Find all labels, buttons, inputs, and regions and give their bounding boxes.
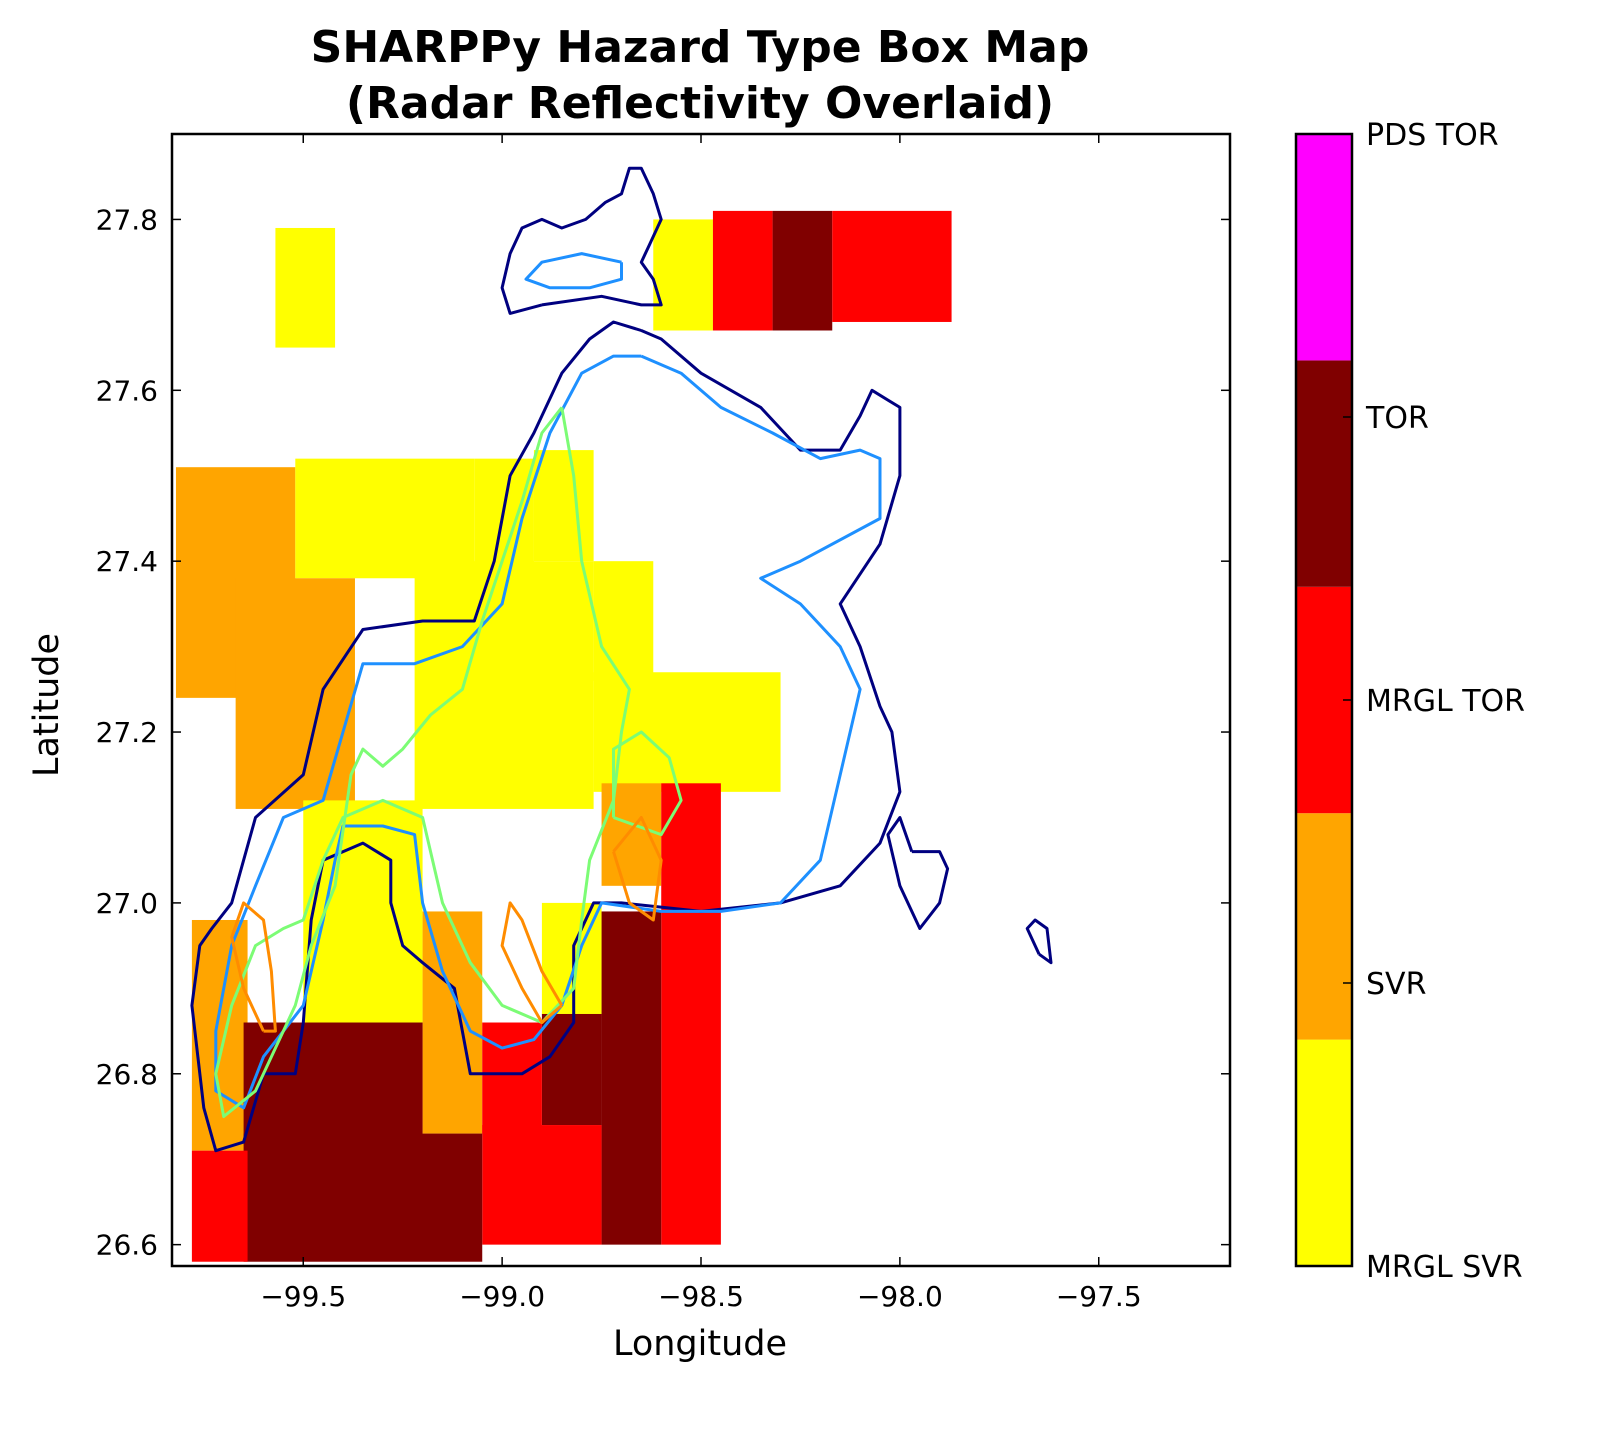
hazard-box-22 <box>653 219 713 331</box>
x-axis-ticks: −99.5 −99.0 −98.5 −98.0 −97.5 <box>260 134 1142 1313</box>
hazard-box-15 <box>601 911 662 1245</box>
colorbar: MRGL SVR SVR MRGL TOR TOR PDS TOR <box>1294 118 1525 1285</box>
x-tick-label: −98.5 <box>658 1280 744 1313</box>
hazard-box-4 <box>533 450 594 562</box>
colorbar-segment-4 <box>1296 134 1352 361</box>
colorbar-label: TOR <box>1365 401 1429 436</box>
hazard-box-0 <box>275 227 336 348</box>
reflectivity-contour-4 <box>214 354 882 1110</box>
reflectivity-contour-0 <box>500 166 663 315</box>
chart-title-line1: SHARPPy Hazard Type Box Map <box>311 22 1090 73</box>
y-tick-label: 27.8 <box>96 203 158 236</box>
x-axis-label: Longitude <box>613 1324 787 1364</box>
y-tick-label: 27.0 <box>96 887 158 920</box>
y-axis-label: Latitude <box>27 633 67 777</box>
reflectivity-contour-10 <box>612 816 663 922</box>
hazard-box-21 <box>191 1150 248 1262</box>
hazard-box-25 <box>832 210 952 322</box>
hazard-box-6 <box>414 561 594 809</box>
reflectivity-contour-5 <box>524 252 623 290</box>
chart-title-line2: (Radar Reflectivity Overlaid) <box>346 78 1054 129</box>
colorbar-segment-0 <box>1296 1039 1352 1266</box>
hazard-box-10 <box>191 919 248 1151</box>
reflectivity-contour-6 <box>214 406 631 1118</box>
y-tick-label: 27.2 <box>96 716 158 749</box>
hazard-box-3 <box>474 458 534 579</box>
colorbar-label: SVR <box>1366 967 1426 1002</box>
x-tick-label: −99.0 <box>459 1280 545 1313</box>
reflectivity-contour-3 <box>886 816 950 930</box>
colorbar-segment-1 <box>1296 813 1352 1040</box>
colorbar-label: MRGL SVR <box>1366 1250 1523 1285</box>
hazard-box-13 <box>601 783 662 886</box>
hazard-box-9 <box>303 800 423 1023</box>
hazard-box-18 <box>482 1125 602 1245</box>
colorbar-segment-3 <box>1296 360 1352 587</box>
reflectivity-contour-8 <box>230 901 277 1033</box>
reflectivity-contour-9 <box>500 901 564 1024</box>
hazard-box-11 <box>422 911 483 1134</box>
reflectivity-contour-7 <box>612 730 683 837</box>
x-tick-label: −99.5 <box>260 1280 346 1313</box>
hazard-box-16 <box>541 1013 602 1126</box>
x-tick-label: −98.0 <box>857 1280 943 1313</box>
colorbar-label: MRGL TOR <box>1366 684 1525 719</box>
hazard-box-20 <box>243 1133 483 1262</box>
y-tick-label: 27.4 <box>96 545 158 578</box>
hazard-box-19 <box>243 1022 423 1143</box>
reflectivity-contour-1 <box>190 320 902 1153</box>
hazard-box-24 <box>772 210 833 331</box>
y-tick-label: 26.8 <box>96 1058 158 1091</box>
hazard-box-14 <box>661 783 721 1245</box>
hazard-box-7 <box>593 561 654 681</box>
hazard-box-5 <box>235 578 355 809</box>
colorbar-label: PDS TOR <box>1366 118 1499 153</box>
y-tick-label: 27.6 <box>96 374 158 407</box>
colorbar-segment-2 <box>1296 586 1352 814</box>
hazard-box-2 <box>295 458 475 579</box>
hazard-box-8 <box>593 672 781 792</box>
hazard-box-23 <box>712 210 773 331</box>
y-axis-ticks: 26.6 26.8 27.0 27.2 27.4 27.6 27.8 <box>96 203 1230 1262</box>
reflectivity-contours <box>190 166 1053 1153</box>
y-tick-label: 26.6 <box>96 1229 158 1262</box>
reflectivity-contour-2 <box>1025 918 1053 965</box>
x-tick-label: −97.5 <box>1056 1280 1142 1313</box>
